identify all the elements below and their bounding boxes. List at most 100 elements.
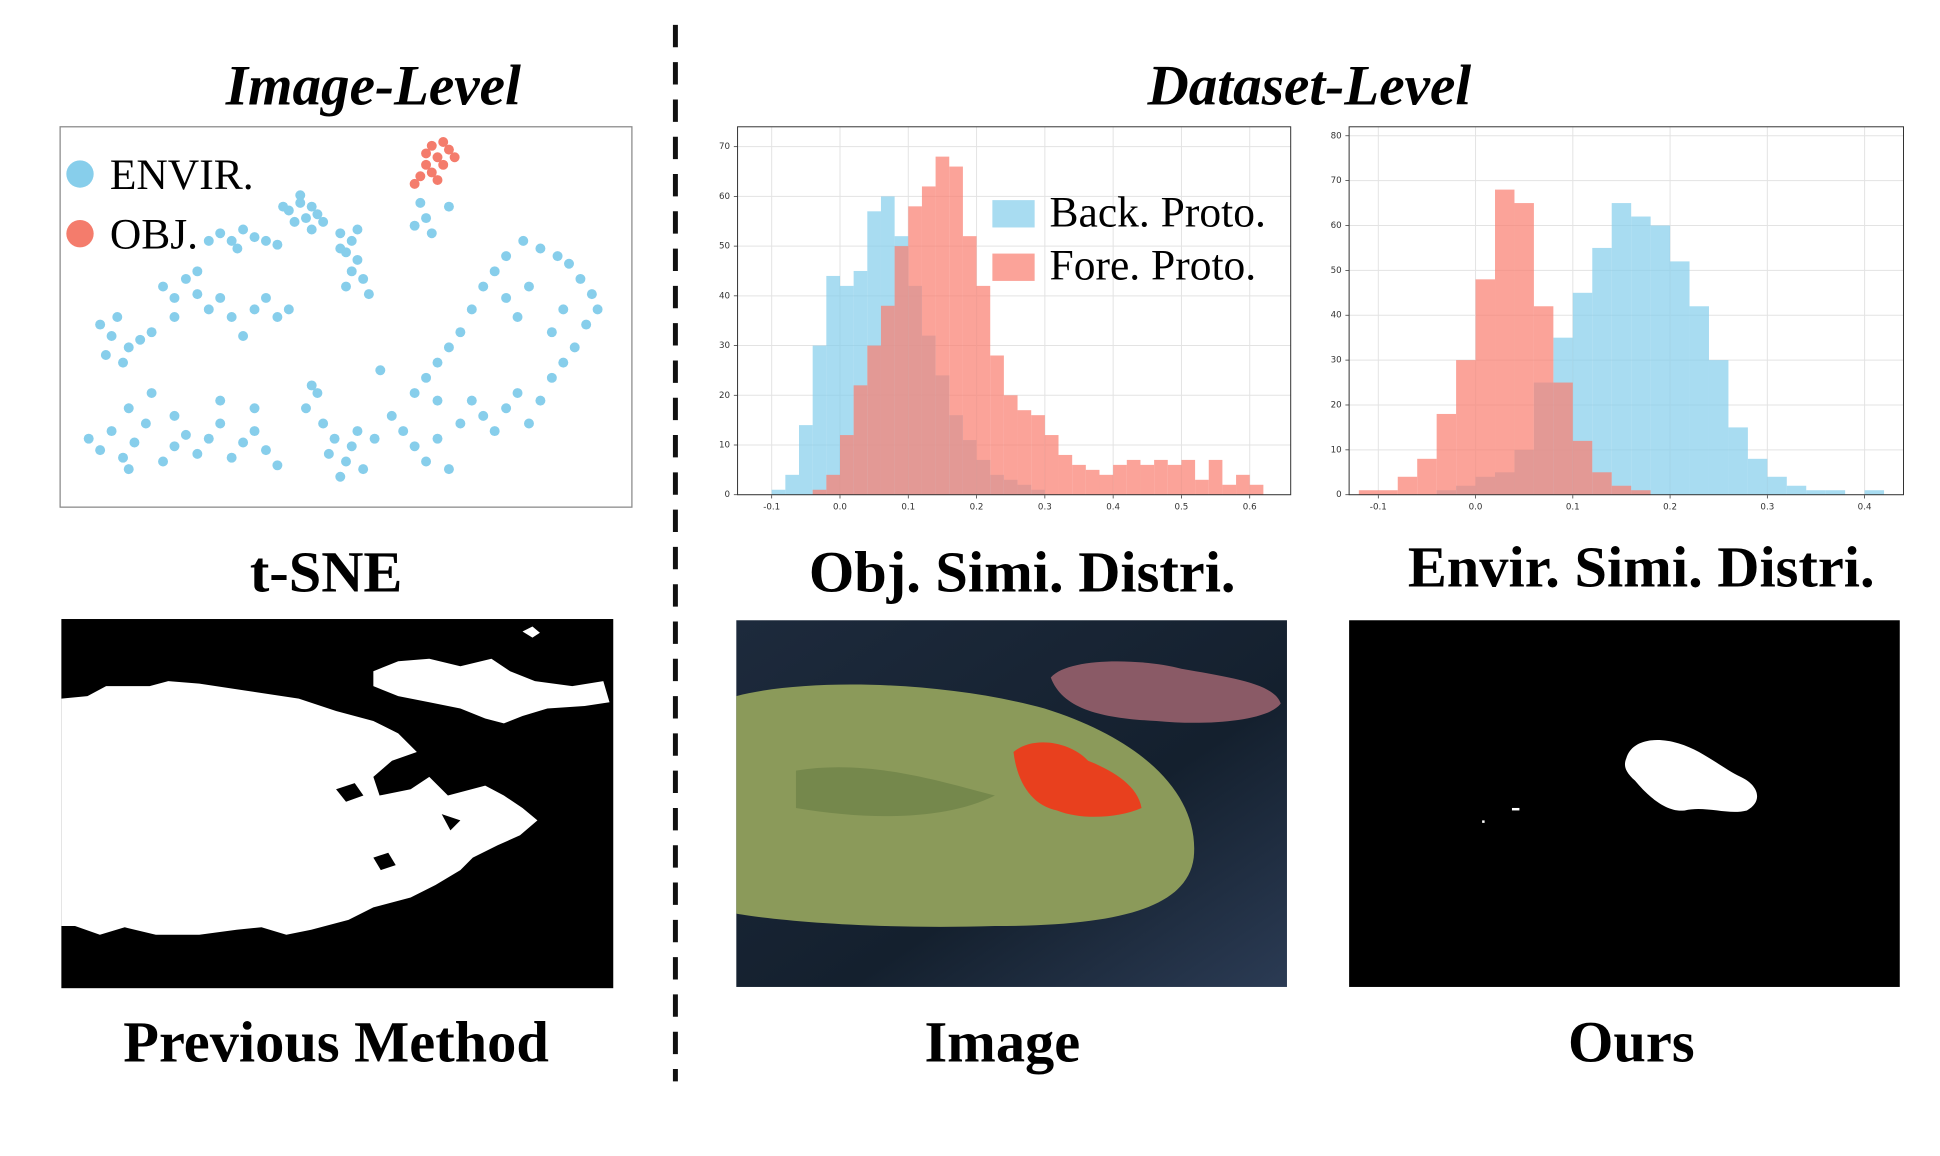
point: [272, 460, 283, 471]
y-tick-label: 80: [1331, 131, 1342, 141]
point: [443, 342, 454, 353]
hist-bar: [1708, 360, 1729, 495]
point: [335, 228, 346, 239]
point: [524, 281, 534, 292]
point: [226, 235, 237, 246]
hist-bar: [1222, 484, 1237, 495]
point: [249, 403, 260, 414]
hist-bar: [1167, 464, 1182, 495]
point: [95, 319, 106, 330]
point: [323, 448, 334, 459]
point: [146, 327, 157, 338]
previous-mask: [61, 619, 614, 989]
point: [215, 395, 226, 406]
point: [123, 403, 134, 414]
hist-bar: [1825, 490, 1846, 495]
hist-bar: [853, 385, 868, 495]
ours-mask: [1349, 620, 1900, 987]
point: [358, 273, 369, 284]
point: [226, 452, 237, 463]
point: [135, 334, 146, 345]
point: [438, 137, 449, 147]
point: [512, 311, 523, 322]
point: [592, 304, 603, 315]
hist-bar: [812, 489, 827, 495]
caption: Ours: [1568, 1010, 1695, 1075]
point: [106, 426, 117, 437]
point: [432, 395, 443, 406]
y-tick-label: 70: [1331, 176, 1342, 186]
heading: Dataset-Level: [1146, 54, 1471, 117]
y-tick-label: 30: [719, 341, 730, 351]
point: [455, 327, 466, 338]
point: [421, 159, 432, 170]
hist-bar: [1689, 306, 1709, 495]
hist-bar: [1747, 458, 1768, 495]
caption: Previous Method: [123, 1010, 549, 1075]
point: [146, 388, 157, 399]
point: [140, 418, 151, 429]
y-tick-label: 20: [1331, 400, 1342, 410]
point: [249, 426, 260, 437]
hist-bar: [1864, 490, 1885, 495]
hist-bar: [962, 236, 977, 495]
point: [409, 178, 420, 189]
x-tick-label: 0.2: [1663, 503, 1677, 513]
point: [358, 464, 369, 475]
point: [421, 213, 432, 224]
point: [100, 350, 111, 360]
hist-bar: [1044, 435, 1059, 495]
hist-bar: [1085, 469, 1100, 495]
y-tick-label: 60: [719, 192, 730, 202]
hist-bar: [812, 345, 827, 495]
y-tick-label: 20: [719, 391, 730, 401]
x-tick-label: 0.1: [901, 503, 915, 513]
point: [352, 224, 363, 235]
x-tick-label: 0.6: [1243, 503, 1257, 513]
legend-marker: [66, 160, 94, 188]
point: [409, 220, 420, 231]
point: [478, 410, 489, 421]
point: [489, 426, 500, 437]
hist-bar: [1728, 427, 1748, 495]
point: [489, 266, 500, 277]
y-tick-label: 0: [725, 490, 731, 500]
hist-bar: [1631, 216, 1651, 495]
point: [278, 201, 289, 212]
point: [329, 433, 340, 444]
point: [352, 426, 363, 437]
y-tick-label: 60: [1331, 221, 1342, 231]
hist-bar: [1631, 490, 1651, 495]
point: [586, 289, 597, 300]
point: [306, 380, 317, 391]
point: [129, 437, 140, 448]
point: [581, 319, 592, 330]
y-tick-label: 40: [1331, 311, 1342, 321]
x-tick-label: 0.4: [1106, 503, 1120, 513]
point: [192, 289, 203, 300]
y-tick-label: 50: [1331, 266, 1342, 276]
hist-bar: [1249, 484, 1264, 495]
x-tick-label: 0.1: [1566, 503, 1580, 513]
hist-bar: [1208, 459, 1223, 495]
hist-bar: [1003, 395, 1018, 495]
point: [346, 441, 357, 452]
point: [455, 418, 466, 429]
point: [203, 235, 214, 246]
point: [238, 331, 249, 341]
y-tick-label: 30: [1331, 356, 1342, 366]
point: [335, 243, 346, 254]
hist-bar: [1072, 464, 1086, 495]
hist-bar: [1495, 189, 1515, 495]
point: [409, 388, 420, 399]
point: [106, 331, 117, 341]
point: [272, 311, 283, 322]
point: [415, 171, 426, 182]
point: [558, 357, 569, 368]
photo: [736, 620, 1287, 987]
y-tick-label: 70: [719, 142, 730, 152]
point: [421, 372, 432, 383]
point: [449, 152, 460, 163]
point: [341, 281, 351, 292]
legend-marker: [66, 220, 94, 248]
